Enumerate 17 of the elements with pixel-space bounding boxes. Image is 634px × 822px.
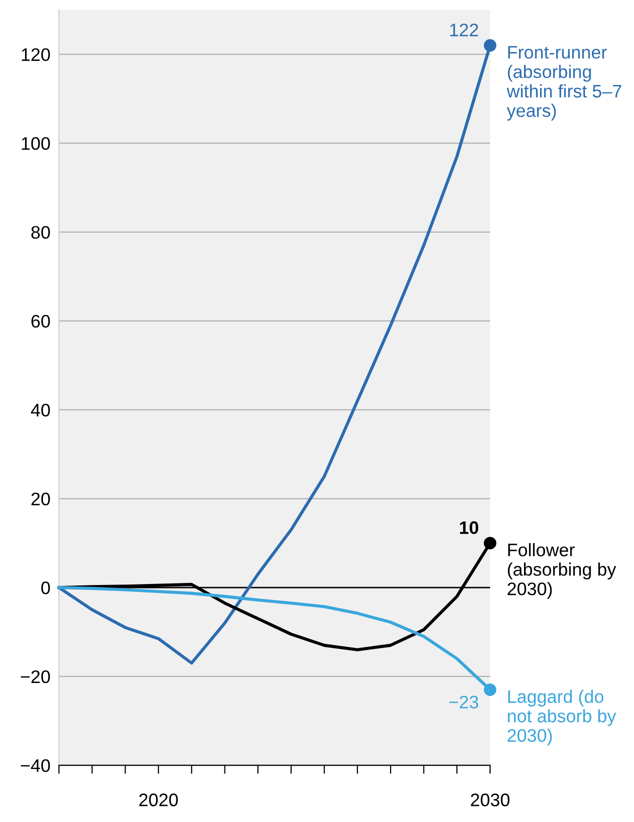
y-tick-label: 40 — [30, 404, 50, 417]
y-tick-label: 120 — [22, 48, 50, 62]
series-label: Follower (absorbing by 2030) — [508, 543, 616, 599]
y-tick-label: 20 — [31, 492, 50, 506]
y-tick-label: 0 — [41, 581, 50, 594]
series-label: Laggard (do not absorb by 2030) — [508, 690, 616, 746]
x-tick-label: 2020 — [139, 794, 178, 806]
y-tick-label: 80 — [31, 226, 50, 239]
y-tick-label: −20 — [20, 670, 50, 684]
y-tick-label: −40 — [20, 759, 50, 772]
x-tick-label: 2030 — [470, 794, 510, 806]
y-tick-label: 100 — [22, 137, 50, 150]
series-label: Front-runner (absorbing within first 5–7 years) — [506, 46, 622, 121]
data-label: 122 — [450, 24, 478, 36]
y-tick-label: 60 — [31, 314, 50, 328]
data-label: −23 — [449, 696, 478, 708]
data-label: 10 — [460, 521, 478, 534]
